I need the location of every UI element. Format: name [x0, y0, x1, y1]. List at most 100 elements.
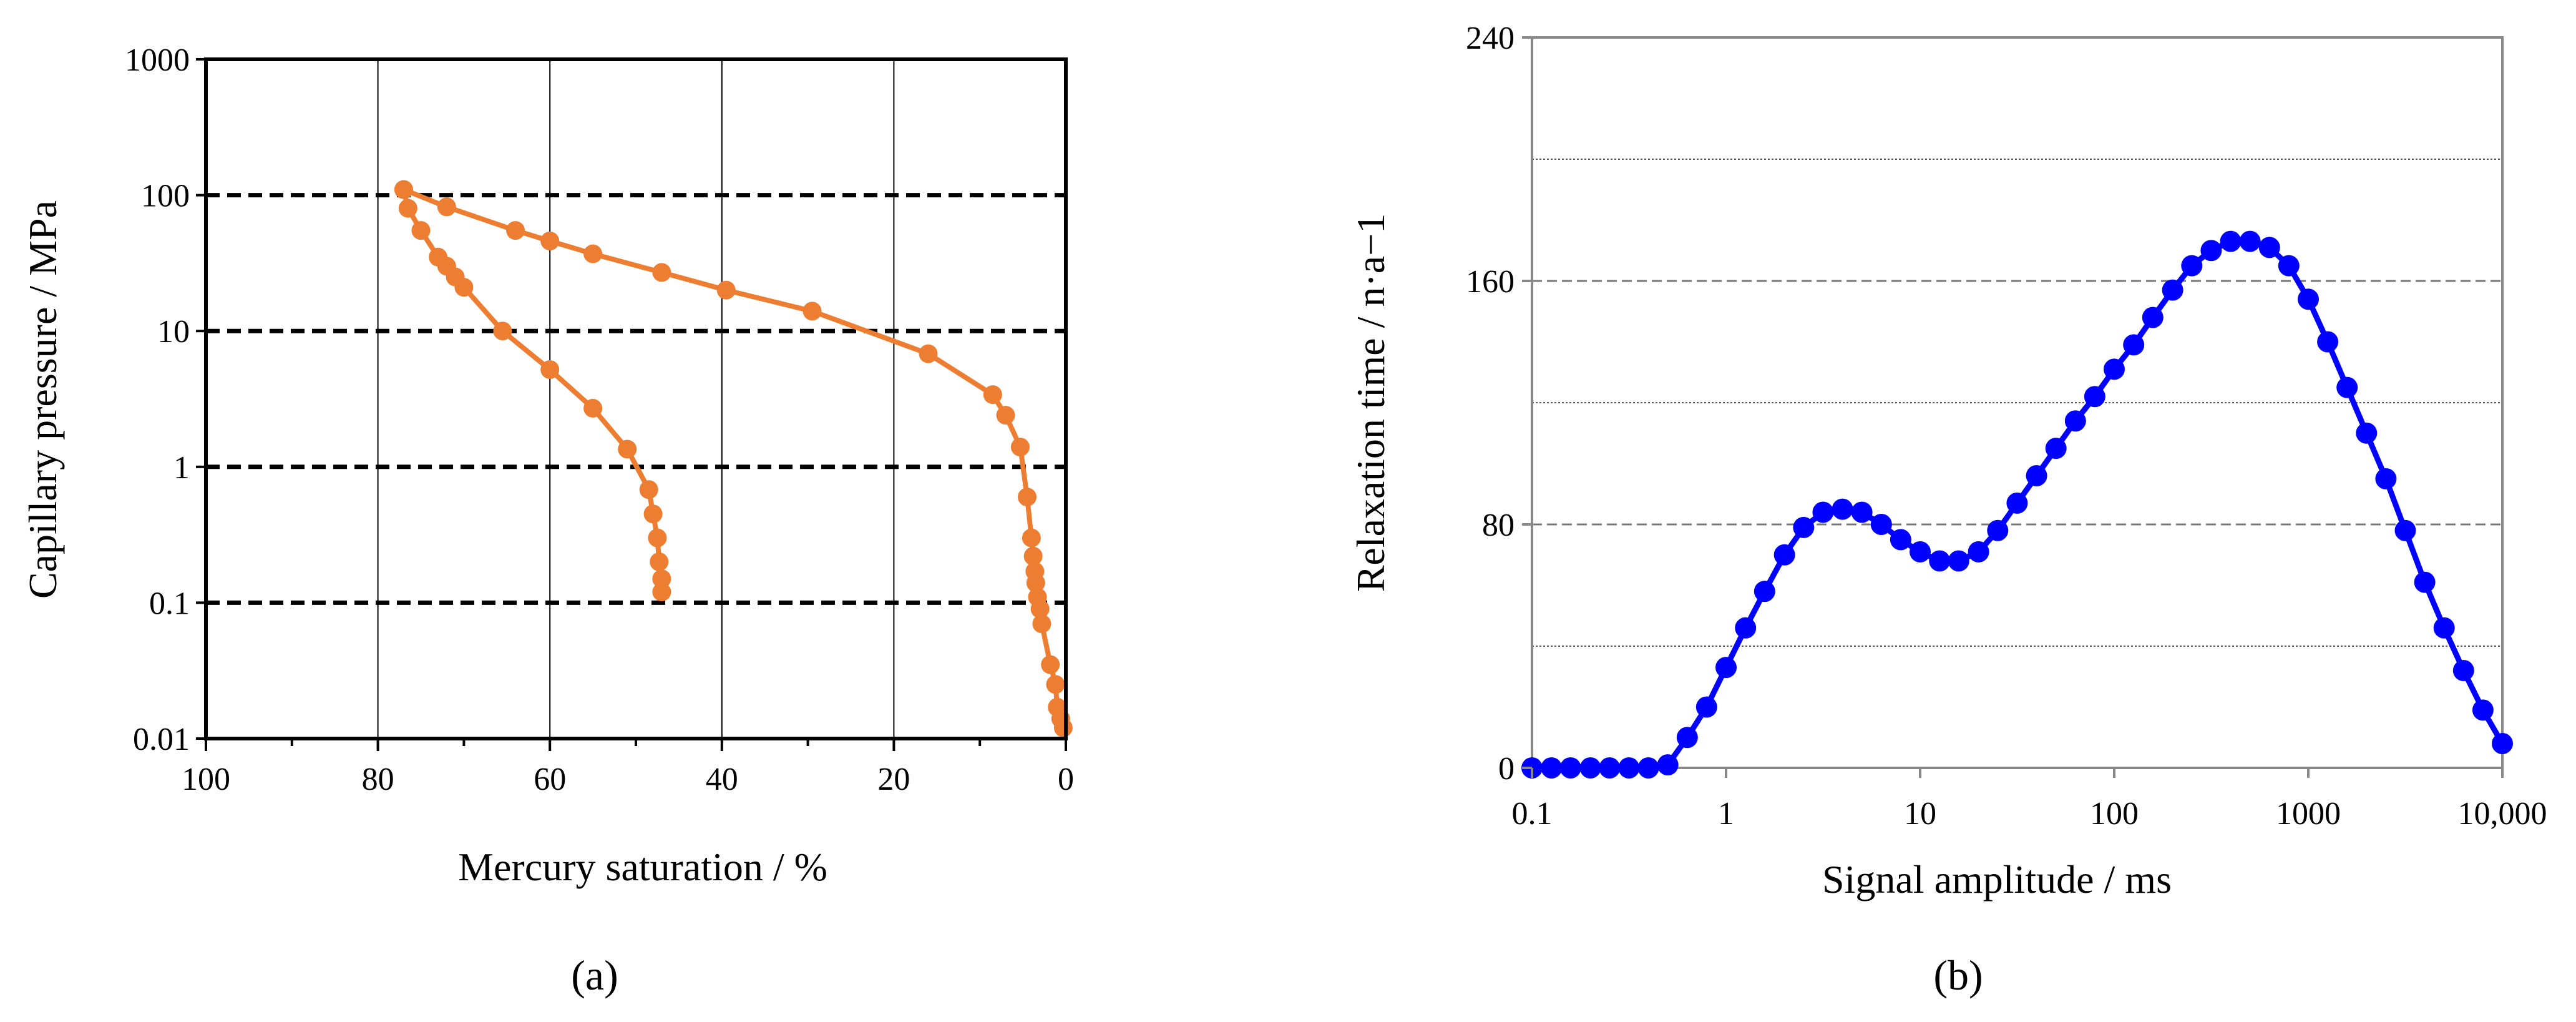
chart-a-x-axis-label: Mercury saturation / % — [458, 845, 827, 889]
chart-b-data-point — [2142, 307, 2164, 328]
chart-a-data-point — [506, 221, 525, 240]
chart-a-data-point — [1048, 697, 1067, 717]
chart-a-data-point — [803, 302, 822, 321]
chart-b-data-point — [2162, 279, 2183, 301]
chart-a-ticks: 0.01 0.1 1 10 100 1000 100 80 60 40 20 0 — [125, 42, 1074, 797]
chart-b-data-point — [1541, 757, 1563, 779]
chart-b-data-point — [1754, 581, 1775, 602]
chart-a-y-tick-label: 0.1 — [149, 586, 190, 621]
chart-a-data-point — [652, 263, 671, 282]
chart-b-data-point — [2200, 240, 2222, 262]
chart-b-data-point — [2414, 571, 2436, 593]
chart-b-series — [1521, 230, 2513, 779]
chart-b-data-point — [2084, 386, 2105, 408]
chart-a-data-point — [583, 398, 603, 418]
chart-b-y-tick-label: 160 — [1466, 264, 1515, 300]
chart-b-x-tick-label: 100 — [2090, 796, 2139, 832]
chart-b-data-point — [2356, 422, 2378, 444]
chart-a-y-tick-label: 1000 — [125, 42, 190, 78]
chart-a-data-point — [394, 180, 413, 199]
chart-a-data-point — [1032, 614, 1051, 634]
chart-b-data-point — [2452, 660, 2474, 681]
chart-a-x-tick-label: 60 — [534, 762, 566, 797]
chart-b-data-point — [2258, 237, 2280, 258]
chart-b-y-tick-label: 80 — [1482, 508, 1515, 543]
chart-b-data-point — [2278, 255, 2300, 277]
chart-b-data-point — [1695, 696, 1717, 718]
chart-b-y-tick-label: 240 — [1466, 21, 1515, 56]
chart-b-data-point — [2433, 617, 2455, 639]
chart-a-data-point — [493, 322, 512, 341]
chart-b: 0 80 160 240 0.1 1 10 100 1000 10,000 Signal ampl… — [1349, 21, 2547, 999]
chart-b-data-point — [2181, 255, 2203, 277]
chart-b-data-point — [2006, 492, 2028, 514]
chart-b-data-point — [1559, 757, 1581, 779]
chart-a-data-point — [996, 406, 1015, 425]
chart-a-panel-label: (a) — [571, 951, 618, 999]
chart-b-data-point — [1579, 757, 1601, 779]
chart-b-data-point — [2123, 334, 2145, 356]
chart-b-data-point — [1812, 501, 1834, 523]
chart-a-data-point — [919, 344, 938, 363]
chart-b-x-tick-label: 10,000 — [2458, 796, 2547, 832]
chart-b-x-tick-label: 0.1 — [1512, 796, 1553, 832]
chart-b-data-point — [2104, 358, 2125, 380]
chart-a: 0.01 0.1 1 10 100 1000 100 80 60 40 20 0 Mercury sa… — [21, 42, 1074, 999]
chart-b-data-point — [1637, 757, 1659, 779]
chart-a-y-axis-label: Capillary pressure / MPa — [21, 200, 65, 599]
chart-a-data-point — [583, 244, 603, 263]
chart-b-panel-label: (b) — [1933, 951, 1983, 999]
chart-b-data-point — [1870, 514, 1892, 535]
chart-b-x-tick-label: 10 — [1904, 796, 1936, 832]
chart-b-data-point — [1599, 757, 1621, 779]
chart-b-ticks: 0 80 160 240 0.1 1 10 100 1000 10,000 — [1466, 21, 2547, 832]
chart-a-data-point — [983, 385, 1002, 405]
chart-a-data-point — [1041, 655, 1060, 674]
chart-b-x-tick-label: 1 — [1718, 796, 1734, 832]
chart-b-data-point — [1948, 550, 1969, 572]
chart-b-data-point — [1851, 501, 1873, 523]
chart-b-data-point — [1910, 541, 1931, 563]
chart-b-data-point — [1832, 498, 1853, 520]
chart-b-data-point — [2472, 699, 2494, 721]
chart-b-data-point — [2298, 288, 2319, 310]
chart-a-data-point — [1017, 488, 1037, 507]
chart-a-data-point — [1023, 546, 1043, 566]
chart-b-data-point — [2064, 410, 2086, 432]
chart-a-y-tick-label: 1 — [173, 450, 190, 486]
chart-b-data-point — [1735, 617, 1757, 639]
chart-a-data-point — [437, 197, 456, 217]
chart-a-data-point — [639, 480, 658, 499]
chart-a-x-tick-label: 100 — [182, 762, 230, 797]
chart-a-data-point — [618, 440, 637, 459]
chart-b-x-axis-label: Signal amplitude / ms — [1822, 857, 2172, 902]
chart-b-data-point — [1987, 519, 2009, 541]
chart-a-series — [394, 180, 1073, 737]
chart-b-data-point — [1618, 757, 1640, 779]
chart-a-data-point — [716, 280, 736, 300]
chart-b-data-point — [2394, 519, 2416, 541]
chart-b-y-tick-label: 0 — [1498, 751, 1515, 787]
chart-b-x-tick-label: 1000 — [2276, 796, 2341, 832]
chart-b-y-axis-label: Relaxation time / n·a−1 — [1349, 214, 1393, 592]
chart-a-data-point — [643, 504, 663, 524]
chart-a-data-point — [540, 360, 560, 379]
chart-a-data-point — [540, 231, 560, 250]
chart-a-data-point — [652, 569, 671, 589]
chart-b-data-point — [1715, 657, 1737, 679]
chart-a-y-tick-label: 0.01 — [133, 722, 190, 757]
chart-a-x-tick-label: 0 — [1058, 762, 1074, 797]
chart-a-data-point — [1025, 562, 1045, 581]
chart-b-data-point — [2026, 465, 2047, 486]
chart-a-x-tick-label: 20 — [877, 762, 910, 797]
chart-b-data-point — [1657, 754, 1679, 776]
chart-b-grid — [1532, 159, 2502, 647]
chart-a-grid — [206, 59, 1066, 739]
chart-a-data-point — [398, 199, 417, 218]
chart-a-data-point — [650, 552, 669, 571]
chart-a-series-line — [402, 187, 1066, 729]
chart-b-data-point — [1676, 727, 1698, 749]
chart-a-data-point — [454, 278, 474, 297]
chart-a-plot-frame — [204, 57, 1068, 740]
